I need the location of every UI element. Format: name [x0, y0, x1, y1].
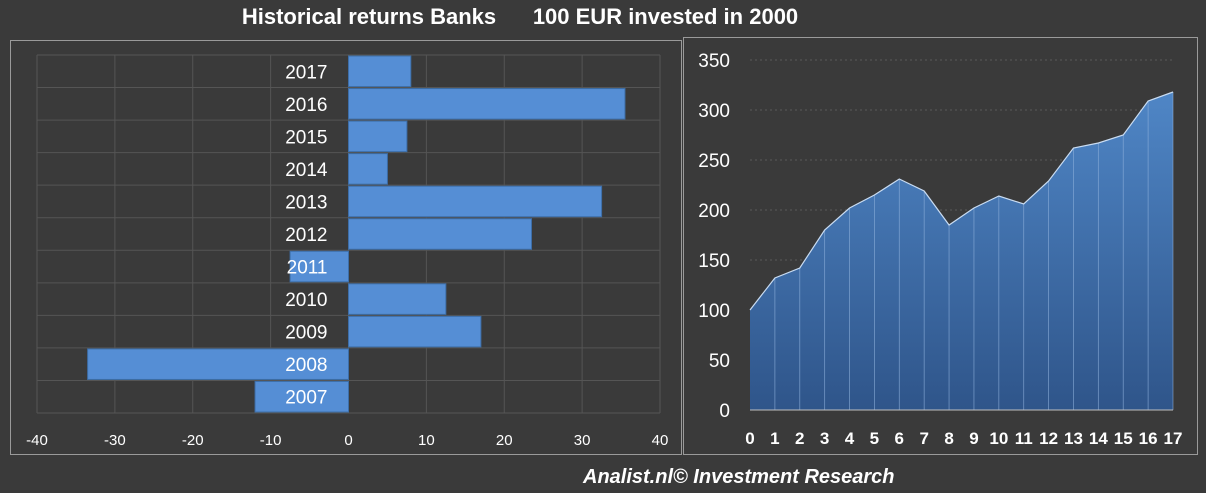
- bar: [348, 315, 482, 348]
- x-tick-label: 0: [344, 432, 352, 449]
- category-label: 2012: [285, 225, 327, 246]
- x-tick-label: 5: [870, 429, 879, 448]
- x-tick-label: -40: [26, 432, 48, 449]
- x-tick-label: 2: [795, 429, 804, 448]
- category-label: 2015: [285, 127, 327, 148]
- x-tick-label: -20: [182, 432, 204, 449]
- bar: [348, 185, 603, 218]
- y-tick-label: 250: [698, 151, 730, 172]
- x-tick-label: 17: [1164, 429, 1183, 448]
- x-tick-label: 4: [845, 429, 855, 448]
- y-tick-label: 100: [698, 301, 730, 322]
- x-tick-label: 10: [989, 429, 1008, 448]
- x-tick-label: 8: [944, 429, 953, 448]
- category-label: 2017: [285, 62, 327, 83]
- bar: [348, 218, 533, 250]
- bar: [348, 283, 447, 315]
- y-tick-label: 300: [698, 101, 730, 122]
- returns-bar-chart: 2017201620152014201320122011201020092008…: [26, 54, 669, 449]
- y-tick-label: 350: [698, 51, 730, 72]
- value-area-chart-panel: 0 50 100 150 200 250 300 350 0 1 2 3 4 5 6 7 8 9 10 11 12 13 1…: [683, 37, 1198, 455]
- x-tick-label: 13: [1064, 429, 1083, 448]
- bar: [348, 88, 626, 120]
- x-tick-label: 20: [496, 432, 513, 449]
- chart-title: Historical returns Banks 100 EUR investe…: [241, 4, 799, 29]
- x-tick-label: 10: [418, 432, 435, 449]
- category-label: 2009: [285, 323, 327, 344]
- x-tick-label: 1: [770, 429, 779, 448]
- series-line: [749, 91, 1174, 311]
- x-tick-label: 12: [1039, 429, 1058, 448]
- x-tick-label: 9: [969, 429, 978, 448]
- bar: [87, 348, 350, 380]
- y-tick-label: 50: [709, 351, 730, 372]
- bar: [348, 55, 412, 88]
- x-tick-label: 30: [574, 432, 591, 449]
- category-label: 2013: [285, 192, 327, 213]
- x-tick-label: 6: [895, 429, 904, 448]
- x-tick-label: 14: [1089, 429, 1108, 448]
- category-label: 2011: [287, 258, 328, 279]
- bar: [348, 153, 388, 185]
- y-tick-label: 0: [719, 401, 730, 422]
- x-tick-label: 40: [652, 432, 669, 449]
- category-label: 2014: [285, 160, 328, 181]
- bar: [254, 380, 349, 413]
- x-tick-label: 15: [1114, 429, 1133, 448]
- returns-bar-chart-panel: 2017 2016 2015 2014 2013 2012 2011 2010 2009 2008…: [10, 40, 682, 455]
- bar: [289, 250, 349, 283]
- x-tick-label: 0: [745, 429, 754, 448]
- area-fill: [750, 92, 1173, 410]
- bar: [348, 120, 408, 153]
- x-tick-label: 3: [820, 429, 829, 448]
- category-label: 2007: [285, 388, 327, 409]
- y-tick-label: 200: [698, 201, 730, 222]
- y-tick-label: 150: [698, 251, 730, 272]
- x-tick-label: 16: [1139, 429, 1158, 448]
- x-tick-label: 7: [919, 429, 928, 448]
- x-tick-label: -10: [260, 432, 282, 449]
- category-label: 2016: [285, 95, 327, 116]
- category-label: 2008: [285, 355, 327, 376]
- footer-credit: Analist.nl© Investment Research: [583, 466, 895, 488]
- category-label: 2010: [285, 290, 327, 311]
- x-tick-label: 11: [1015, 429, 1033, 448]
- x-tick-label: -30: [104, 432, 126, 449]
